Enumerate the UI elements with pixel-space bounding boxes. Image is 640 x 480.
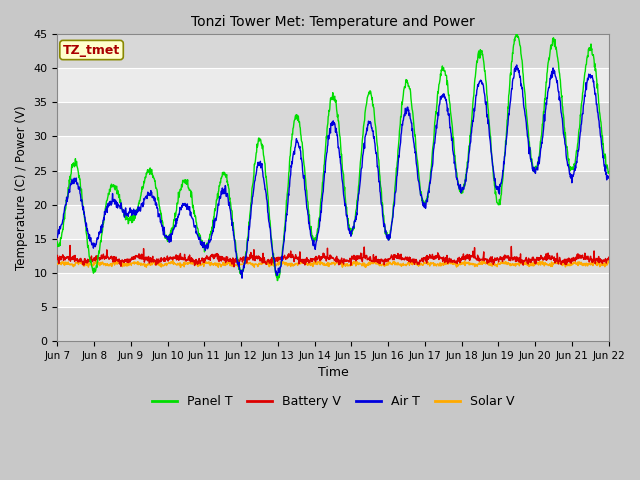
Solar V — [419, 262, 427, 268]
Battery V — [54, 252, 61, 258]
Line: Air T: Air T — [58, 65, 609, 278]
Solar V — [492, 263, 499, 269]
Solar V — [221, 257, 229, 263]
Battery V — [540, 255, 548, 261]
Battery V — [605, 254, 612, 260]
Battery V — [177, 251, 184, 256]
Solar V — [54, 261, 61, 267]
X-axis label: Time: Time — [317, 366, 348, 379]
Bar — [58, 204, 609, 239]
Bar — [58, 239, 609, 273]
Battery V — [66, 242, 74, 248]
Line: Battery V: Battery V — [58, 245, 609, 267]
Panel T — [54, 239, 61, 245]
Solar V — [177, 264, 184, 270]
Battery V — [230, 264, 238, 270]
Bar — [58, 273, 609, 307]
Air T — [605, 175, 612, 181]
Bar — [58, 102, 609, 136]
Title: Tonzi Tower Met: Temperature and Power: Tonzi Tower Met: Temperature and Power — [191, 15, 475, 29]
Battery V — [239, 259, 246, 265]
Air T — [491, 176, 499, 181]
Legend: Panel T, Battery V, Air T, Solar V: Panel T, Battery V, Air T, Solar V — [147, 390, 520, 413]
Air T — [419, 200, 427, 205]
Panel T — [605, 169, 612, 175]
Y-axis label: Temperature (C) / Power (V): Temperature (C) / Power (V) — [15, 105, 28, 270]
Bar — [58, 170, 609, 204]
Line: Panel T: Panel T — [58, 31, 609, 280]
Air T — [513, 62, 520, 68]
Bar — [58, 68, 609, 102]
Battery V — [163, 255, 171, 261]
Solar V — [163, 261, 171, 267]
Panel T — [163, 235, 170, 240]
Air T — [176, 204, 184, 210]
Solar V — [143, 264, 150, 270]
Air T — [540, 121, 548, 127]
Panel T — [540, 109, 548, 115]
Panel T — [176, 187, 184, 193]
Battery V — [419, 259, 427, 265]
Battery V — [492, 258, 499, 264]
Bar — [58, 307, 609, 341]
Panel T — [491, 184, 499, 190]
Panel T — [419, 199, 427, 205]
Panel T — [274, 277, 282, 283]
Bar — [58, 35, 609, 68]
Text: TZ_tmet: TZ_tmet — [63, 44, 120, 57]
Panel T — [238, 268, 246, 274]
Bar — [58, 136, 609, 170]
Solar V — [605, 259, 612, 265]
Line: Solar V: Solar V — [58, 260, 609, 267]
Solar V — [540, 262, 548, 267]
Solar V — [239, 261, 246, 267]
Air T — [54, 234, 61, 240]
Air T — [238, 268, 246, 274]
Panel T — [513, 28, 520, 34]
Air T — [238, 276, 246, 281]
Air T — [163, 234, 170, 240]
